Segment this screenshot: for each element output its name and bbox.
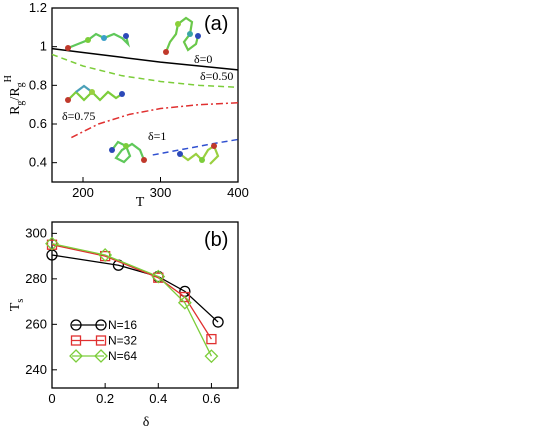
panel-b-point-diamond [98, 248, 113, 262]
panel-b-point-diamond [45, 236, 59, 251]
molecule-3 [65, 84, 125, 103]
panel-b: 0 0.2 0.4 0.6 240 260 280 300 (b) δ Ts N=16 N=32… [8, 221, 239, 430]
panel-b-ytick-label: 300 [25, 225, 47, 240]
panel-b-point-circle [212, 316, 224, 328]
panel-b-xtick-label: 0.6 [202, 391, 220, 406]
annotation-delta-050: δ=0.50 [200, 69, 233, 83]
panel-b-ytick-label: 260 [25, 316, 47, 331]
panel-a-ylabel: Rg/RgH [3, 75, 26, 115]
panel-a-series-line-0 [51, 47, 239, 71]
legend-marker [94, 349, 108, 363]
panel-b-xtick-label: 0.2 [96, 391, 114, 406]
panel-a: 200 300 400 0.4 0.6 0.8 1 1.2 [3, 0, 249, 210]
molecule-5 [177, 143, 220, 165]
panel-b-ytick-label: 240 [25, 362, 47, 377]
panel-a-ytick-label: 0.6 [29, 116, 47, 131]
legend-marker [70, 335, 82, 346]
legend-marker [70, 319, 82, 331]
legend-marker [69, 349, 83, 363]
panel-a-ticks: 200 300 400 0.4 0.6 0.8 1 1.2 [29, 0, 249, 200]
panel-a-ytick-label: 0.4 [29, 155, 47, 170]
panel-a-ytick-label: 0.8 [29, 77, 47, 92]
legend-label: N=16 [108, 318, 137, 332]
panel-b-label: (b) [204, 229, 228, 251]
panel-b-series-line-0 [51, 254, 219, 323]
panel-a-series [51, 47, 239, 156]
legend-label: N=64 [108, 349, 137, 363]
legend-marker [95, 335, 107, 346]
panel-b-ticks: 0 0.2 0.4 0.6 240 260 280 300 [25, 225, 220, 406]
annotation-delta-1: δ=1 [148, 129, 166, 143]
panel-a-frame [51, 7, 239, 183]
panel-b-xlabel: δ [143, 415, 150, 430]
legend-marker [95, 319, 107, 331]
panel-b-ytick-label: 280 [25, 271, 47, 286]
panel-a-xtick-label: 200 [72, 185, 94, 200]
panel-b-point-diamond [151, 269, 166, 284]
panel-b-point-diamond [204, 349, 219, 364]
panel-b-xtick-label: 0.4 [149, 391, 167, 406]
panel-b-point-square [206, 333, 217, 345]
panel-a-xtick-label: 400 [227, 185, 249, 200]
panel-a-series-line-2 [71, 101, 239, 139]
panel-b-series [45, 236, 224, 364]
panel-b-frame [51, 221, 239, 389]
molecule-4 [109, 140, 147, 164]
panel-b-point-diamond [177, 295, 192, 310]
panel-b-ylabel: Ts [8, 299, 26, 312]
legend-label: N=32 [108, 334, 137, 348]
panel-b-legend: N=16 N=32N=64 [69, 318, 137, 363]
panel-b-point-square [179, 291, 191, 303]
molecule-2 [163, 16, 201, 55]
panel-a-series-line-1 [51, 53, 239, 89]
annotation-delta-075: δ=0.75 [62, 109, 95, 123]
panel-b-series-line-1 [51, 244, 212, 340]
panel-a-ytick-label: 1 [40, 39, 47, 54]
panel-b-xtick-label: 0 [48, 391, 55, 406]
annotation-delta-0: δ=0 [194, 52, 212, 66]
molecule-1 [65, 32, 131, 51]
molecule-illustrations [65, 16, 220, 165]
panel-b-series-line-2 [51, 242, 213, 357]
panel-a-xtick-label: 300 [150, 185, 172, 200]
panel-a-xlabel: T [136, 195, 145, 210]
panel-a-series-line-3 [152, 138, 239, 156]
panel-a-ytick-label: 1.2 [29, 0, 47, 15]
panel-a-label: (a) [204, 13, 228, 35]
